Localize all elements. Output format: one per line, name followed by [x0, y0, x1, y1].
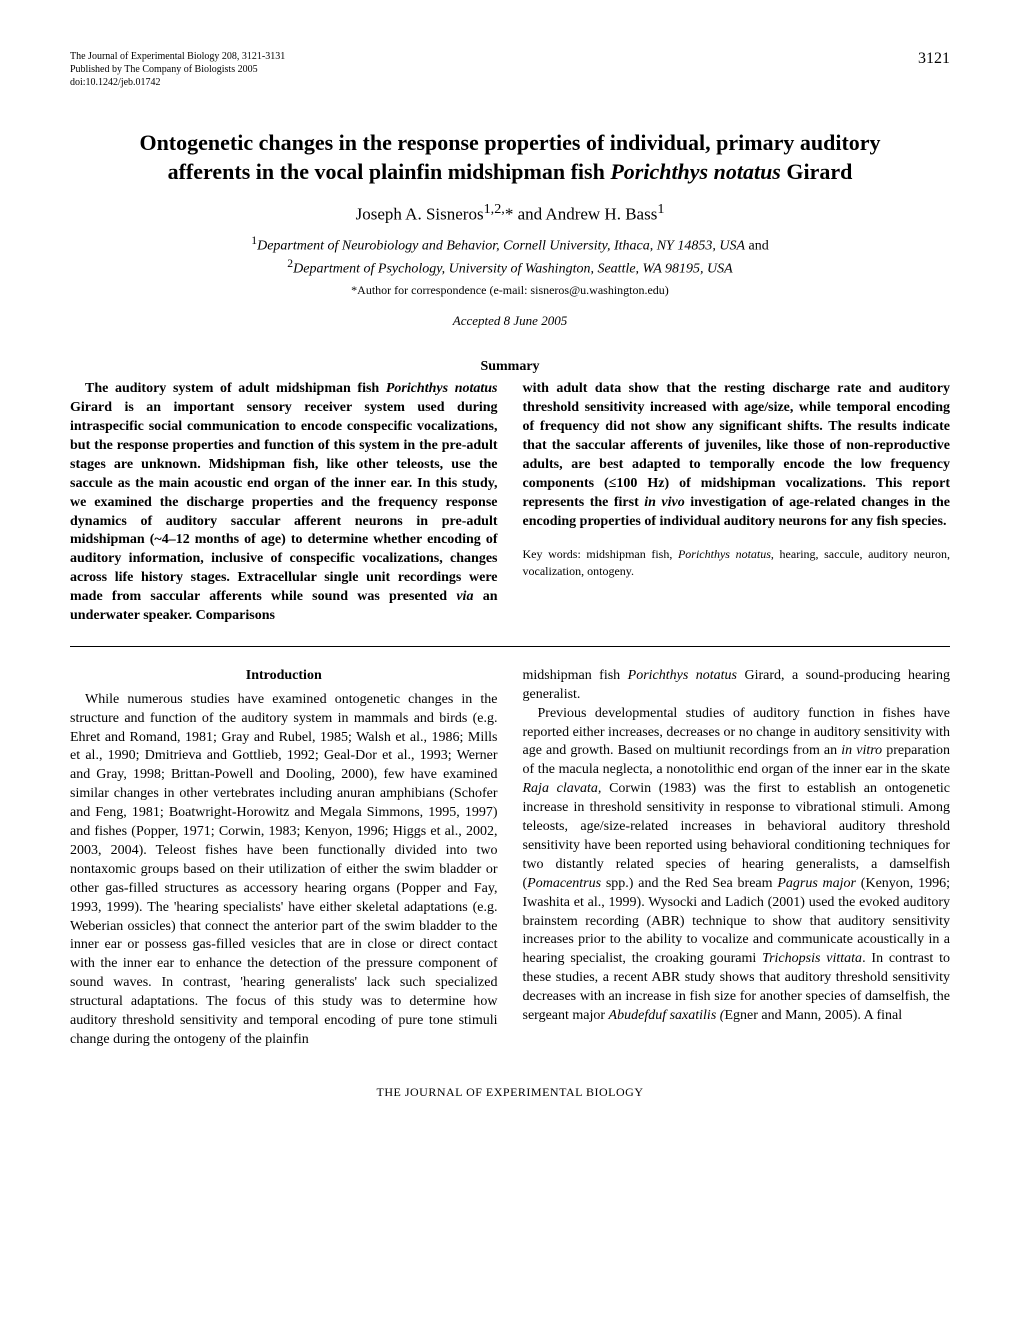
correspondence: *Author for correspondence (e-mail: sisn… — [70, 283, 950, 298]
summary-heading: Summary — [70, 359, 950, 375]
author2-name: Andrew H. Bass — [545, 205, 657, 224]
summary-left-col: The auditory system of adult midshipman … — [70, 380, 498, 626]
body-left-col: Introduction While numerous studies have… — [70, 667, 498, 1050]
author-conj: and — [513, 205, 545, 224]
journal-line2: Published by The Company of Biologists 2… — [70, 64, 258, 75]
summary-right-p1: with adult data show that the resting di… — [523, 381, 951, 528]
keywords: Key words: midshipman fish, Porichthys n… — [523, 546, 951, 578]
body-text: Introduction While numerous studies have… — [70, 667, 950, 1050]
footer-journal: THE JOURNAL OF EXPERIMENTAL BIOLOGY — [70, 1085, 950, 1100]
body-right-col: midshipman fish Porichthys notatus Girar… — [523, 667, 951, 1050]
accepted-date: Accepted 8 June 2005 — [70, 313, 950, 329]
author-list: Joseph A. Sisneros1,2,* and Andrew H. Ba… — [70, 201, 950, 225]
section-divider — [70, 646, 950, 647]
header-block: The Journal of Experimental Biology 208,… — [70, 50, 950, 89]
journal-info: The Journal of Experimental Biology 208,… — [70, 50, 285, 89]
title-species: Porichthys notatus — [610, 159, 781, 184]
author1-sup: 1,2, — [484, 201, 505, 217]
title-line2-prefix: afferents in the vocal plainfin midshipm… — [168, 159, 611, 184]
author2-sup: 1 — [657, 201, 664, 217]
author1-name: Joseph A. Sisneros — [356, 205, 484, 224]
intro-right-para2: Previous developmental studies of audito… — [523, 705, 951, 1026]
intro-left-para1: While numerous studies have examined ont… — [70, 691, 498, 1050]
journal-line1: The Journal of Experimental Biology 208,… — [70, 51, 285, 62]
aff2-text: Department of Psychology, University of … — [293, 262, 733, 277]
journal-line3: doi:10.1242/jeb.01742 — [70, 77, 161, 88]
aff-and: and — [745, 239, 769, 254]
title-line2-suffix: Girard — [781, 159, 853, 184]
summary-body: The auditory system of adult midshipman … — [70, 380, 950, 626]
intro-right-para1: midshipman fish Porichthys notatus Girar… — [523, 667, 951, 705]
summary-left-p1: The auditory system of adult midshipman … — [70, 380, 498, 626]
page-number: 3121 — [918, 50, 950, 68]
title-line1: Ontogenetic changes in the response prop… — [139, 130, 880, 155]
article-title: Ontogenetic changes in the response prop… — [70, 129, 950, 186]
aff1-text: Department of Neurobiology and Behavior,… — [257, 239, 745, 254]
summary-right-col: with adult data show that the resting di… — [523, 380, 951, 626]
intro-heading: Introduction — [70, 667, 498, 686]
affiliations: 1Department of Neurobiology and Behavior… — [70, 233, 950, 280]
